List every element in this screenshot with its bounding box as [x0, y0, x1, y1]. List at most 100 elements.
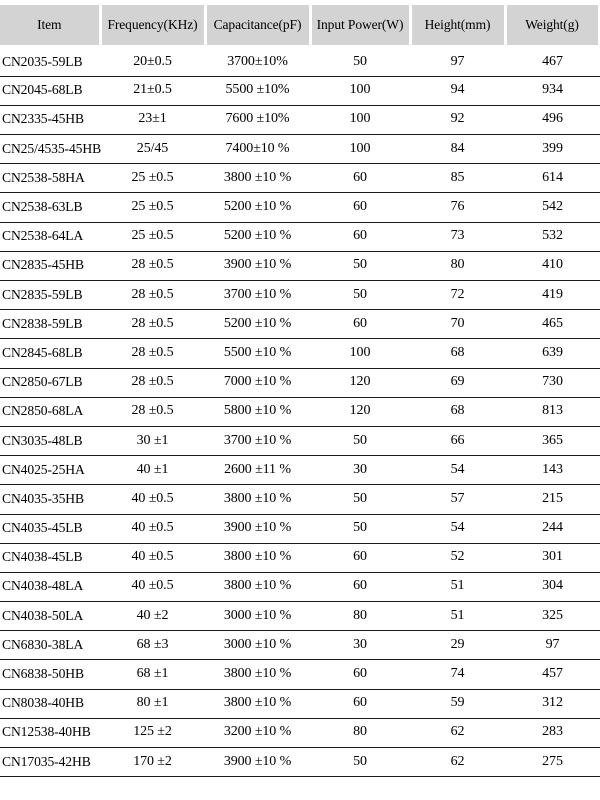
- cell-capacitance: 3800 ±10 %: [205, 689, 310, 719]
- cell-height: 94: [410, 76, 505, 106]
- cell-height: 57: [410, 484, 505, 515]
- cell-item: CN2850-68LA: [0, 397, 100, 427]
- cell-capacitance: 5200 ±10 %: [205, 222, 310, 252]
- cell-weight: 813: [505, 397, 600, 427]
- table-header: Item Frequency(KHz) Capacitance(pF) Inpu…: [0, 0, 600, 49]
- cell-height: 68: [410, 397, 505, 427]
- cell-weight: 97: [505, 630, 600, 661]
- table-row: CN2538-58HA 25 ±0.5 3800 ±10 % 60 85 614: [0, 163, 600, 194]
- cell-power: 80: [310, 718, 410, 749]
- table-row: CN3035-48LB 30 ±1 3700 ±10 % 50 66 365: [0, 426, 600, 457]
- cell-power: 60: [310, 309, 410, 340]
- cell-power: 60: [310, 192, 410, 223]
- table-row: CN6830-38LA 68 ±3 3000 ±10 % 30 29 97: [0, 630, 600, 661]
- column-header-capacitance: Capacitance(pF): [203, 0, 312, 49]
- cell-weight: 614: [505, 163, 600, 194]
- cell-capacitance: 5500 ±10%: [205, 76, 310, 106]
- cell-power: 60: [310, 163, 410, 194]
- table-row: CN4025-25HA 40 ±1 2600 ±11 % 30 54 143: [0, 455, 600, 486]
- cell-weight: 312: [505, 689, 600, 719]
- table-row: CN17035-42HB 170 ±2 3900 ±10 % 50 62 275: [0, 747, 600, 778]
- table-row: CN2538-63LB 25 ±0.5 5200 ±10 % 60 76 542: [0, 192, 600, 223]
- cell-height: 52: [410, 543, 505, 573]
- cell-power: 100: [310, 338, 410, 369]
- cell-frequency: 21±0.5: [100, 76, 205, 106]
- table-row: CN2335-45HB 23±1 7600 ±10% 100 92 496: [0, 105, 600, 136]
- cell-weight: 467: [505, 47, 600, 77]
- cell-power: 100: [310, 76, 410, 106]
- cell-height: 62: [410, 747, 505, 778]
- cell-capacitance: 3900 ±10 %: [205, 747, 310, 778]
- cell-capacitance: 5200 ±10 %: [205, 192, 310, 223]
- cell-capacitance: 5200 ±10 %: [205, 309, 310, 340]
- cell-capacitance: 3700±10%: [205, 47, 310, 77]
- cell-power: 120: [310, 368, 410, 398]
- cell-item: CN8038-40HB: [0, 689, 100, 719]
- cell-frequency: 40 ±2: [100, 601, 205, 632]
- cell-item: CN2838-59LB: [0, 309, 100, 340]
- table-row: CN2538-64LA 25 ±0.5 5200 ±10 % 60 73 532: [0, 222, 600, 252]
- cell-item: CN4038-48LA: [0, 572, 100, 603]
- table-row: CN2845-68LB 28 ±0.5 5500 ±10 % 100 68 639: [0, 338, 600, 369]
- cell-power: 60: [310, 689, 410, 719]
- cell-power: 100: [310, 134, 410, 165]
- cell-height: 29: [410, 630, 505, 661]
- cell-power: 50: [310, 47, 410, 77]
- cell-frequency: 25 ±0.5: [100, 222, 205, 252]
- cell-frequency: 20±0.5: [100, 47, 205, 77]
- cell-frequency: 28 ±0.5: [100, 280, 205, 311]
- cell-frequency: 40 ±1: [100, 455, 205, 486]
- cell-power: 50: [310, 251, 410, 282]
- cell-capacitance: 3000 ±10 %: [205, 601, 310, 632]
- cell-capacitance: 3200 ±10 %: [205, 718, 310, 749]
- cell-power: 30: [310, 455, 410, 486]
- cell-weight: 399: [505, 134, 600, 165]
- table-row: CN2045-68LB 21±0.5 5500 ±10% 100 94 934: [0, 76, 600, 106]
- cell-item: CN6830-38LA: [0, 630, 100, 661]
- table-row: CN4038-45LB 40 ±0.5 3800 ±10 % 60 52 301: [0, 543, 600, 573]
- cell-item: CN2835-59LB: [0, 280, 100, 311]
- cell-frequency: 28 ±0.5: [100, 309, 205, 340]
- cell-height: 69: [410, 368, 505, 398]
- cell-frequency: 25 ±0.5: [100, 163, 205, 194]
- table-row: CN4038-48LA 40 ±0.5 3800 ±10 % 60 51 304: [0, 572, 600, 603]
- cell-weight: 934: [505, 76, 600, 106]
- cell-frequency: 68 ±1: [100, 659, 205, 690]
- cell-item: CN17035-42HB: [0, 747, 100, 778]
- cell-weight: 542: [505, 192, 600, 223]
- cell-weight: 301: [505, 543, 600, 573]
- cell-capacitance: 3800 ±10 %: [205, 543, 310, 573]
- cell-frequency: 170 ±2: [100, 747, 205, 778]
- table-header-row: Item Frequency(KHz) Capacitance(pF) Inpu…: [0, 0, 600, 49]
- table-row: CN2850-67LB 28 ±0.5 7000 ±10 % 120 69 730: [0, 368, 600, 398]
- cell-capacitance: 7600 ±10%: [205, 105, 310, 136]
- cell-height: 68: [410, 338, 505, 369]
- cell-height: 76: [410, 192, 505, 223]
- cell-height: 92: [410, 105, 505, 136]
- table-row: CN2835-45HB 28 ±0.5 3900 ±10 % 50 80 410: [0, 251, 600, 282]
- cell-height: 72: [410, 280, 505, 311]
- cell-weight: 457: [505, 659, 600, 690]
- cell-frequency: 28 ±0.5: [100, 338, 205, 369]
- cell-weight: 532: [505, 222, 600, 252]
- cell-capacitance: 7000 ±10 %: [205, 368, 310, 398]
- table-row: CN6838-50HB 68 ±1 3800 ±10 % 60 74 457: [0, 659, 600, 690]
- cell-frequency: 40 ±0.5: [100, 572, 205, 603]
- cell-item: CN6838-50HB: [0, 659, 100, 690]
- cell-height: 80: [410, 251, 505, 282]
- cell-weight: 143: [505, 455, 600, 486]
- cell-weight: 465: [505, 309, 600, 340]
- cell-weight: 244: [505, 514, 600, 544]
- cell-frequency: 40 ±0.5: [100, 514, 205, 544]
- cell-capacitance: 3700 ±10 %: [205, 280, 310, 311]
- cell-capacitance: 3800 ±10 %: [205, 163, 310, 194]
- cell-height: 54: [410, 514, 505, 544]
- cell-power: 60: [310, 659, 410, 690]
- table-row: CN25/4535-45HB 25/45 7400±10 % 100 84 399: [0, 134, 600, 165]
- cell-capacitance: 5800 ±10 %: [205, 397, 310, 427]
- cell-power: 120: [310, 397, 410, 427]
- cell-capacitance: 3900 ±10 %: [205, 514, 310, 544]
- cell-item: CN2335-45HB: [0, 105, 100, 136]
- cell-frequency: 125 ±2: [100, 718, 205, 749]
- cell-height: 84: [410, 134, 505, 165]
